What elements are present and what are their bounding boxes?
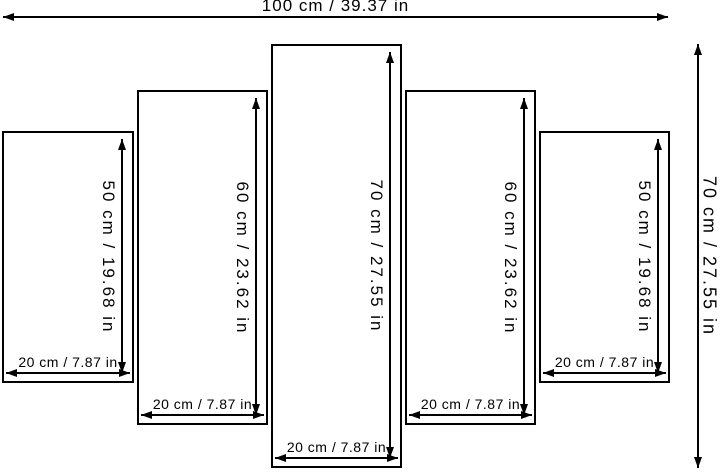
panel-1-width-arrow	[6, 369, 130, 377]
panel-3-width-arrow	[275, 454, 398, 462]
panel-2-height-arrow	[252, 98, 260, 415]
panel-4: 60 cm / 23.62 in 20 cm / 7.87 in	[405, 90, 536, 425]
panel-5-width-arrow	[543, 369, 666, 377]
panel-4-height-arrow	[520, 98, 528, 415]
total-width-arrow	[3, 13, 668, 21]
panel-3: 70 cm / 27.55 in 20 cm / 7.87 in	[271, 44, 402, 468]
panel-4-width-label: 20 cm / 7.87 in	[420, 396, 521, 412]
panel-2-height-label: 60 cm / 23.62 in	[233, 181, 252, 335]
panel-2-width-arrow	[141, 411, 264, 419]
panel-1-width-label: 20 cm / 7.87 in	[18, 354, 118, 370]
panel-3-height-label: 70 cm / 27.55 in	[367, 179, 386, 333]
panel-2: 60 cm / 23.62 in 20 cm / 7.87 in	[137, 90, 268, 425]
panel-1-height-label: 50 cm / 19.68 in	[99, 180, 118, 334]
panel-1-height-arrow	[118, 139, 126, 373]
panel-3-width-label: 20 cm / 7.87 in	[286, 439, 387, 455]
panel-4-height-label: 60 cm / 23.62 in	[501, 181, 520, 335]
panel-5-height-arrow	[654, 139, 662, 373]
panel-5-height-label: 50 cm / 19.68 in	[635, 180, 654, 334]
total-width-label: 100 cm / 39.37 in	[261, 0, 410, 15]
panel-4-width-arrow	[409, 411, 532, 419]
panel-2-width-label: 20 cm / 7.87 in	[152, 396, 253, 412]
total-height-label: 70 cm / 27.55 in	[699, 175, 720, 337]
panel-3-height-arrow	[386, 52, 394, 458]
total-height-arrow	[694, 44, 702, 468]
panel-1: 50 cm / 19.68 in 20 cm / 7.87 in	[2, 131, 134, 383]
panel-5: 50 cm / 19.68 in 20 cm / 7.87 in	[539, 131, 670, 383]
panel-5-width-label: 20 cm / 7.87 in	[554, 354, 655, 370]
